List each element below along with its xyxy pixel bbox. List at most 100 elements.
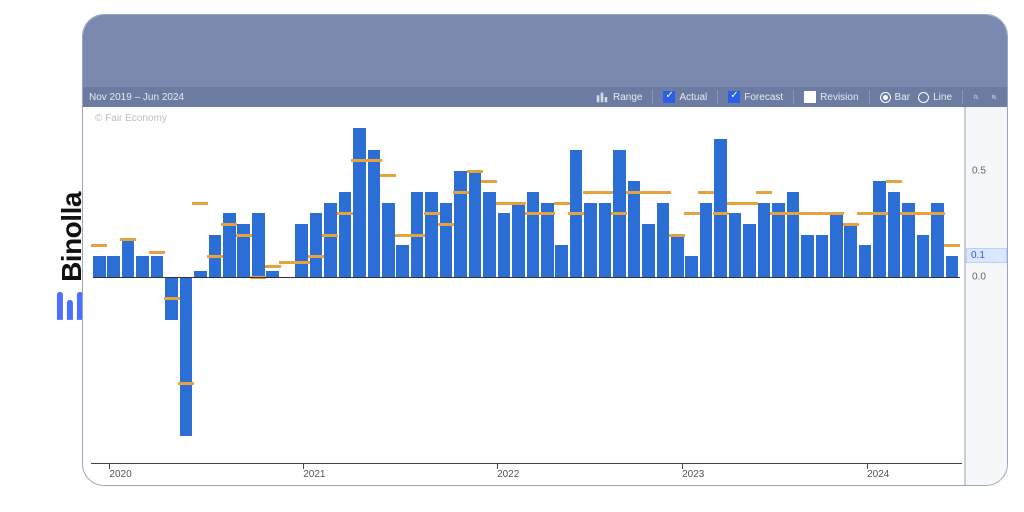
chart-toolbar: Nov 2019 – Jun 2024 Range Actual Forecas… (83, 87, 1007, 107)
bar (628, 181, 641, 277)
bar (368, 150, 381, 278)
view-bar-label: Bar (895, 92, 911, 103)
forecast-marker (236, 234, 252, 237)
forecast-marker (192, 202, 208, 205)
bar (512, 203, 525, 277)
bar (93, 256, 106, 277)
x-tick-label: 2021 (303, 469, 325, 480)
radio-icon (880, 92, 891, 103)
checkbox-icon (804, 91, 816, 103)
bar (180, 277, 193, 436)
forecast-marker (929, 212, 945, 215)
forecast-marker (221, 223, 237, 226)
range-icon (595, 90, 609, 104)
bar (642, 224, 655, 277)
bar (801, 235, 814, 278)
plot-area[interactable]: © Fair Economy 20202021202220232024 (83, 107, 965, 485)
x-tick-label: 2023 (682, 469, 704, 480)
bar (237, 224, 250, 277)
bar (122, 239, 135, 277)
bar (946, 256, 959, 277)
toggle-forecast[interactable]: Forecast (724, 91, 787, 103)
bar (787, 192, 800, 277)
forecast-marker (510, 202, 526, 205)
y-tick-label: 0.5 (972, 165, 986, 176)
forecast-marker (91, 244, 107, 247)
forecast-marker (380, 174, 396, 177)
x-axis-line (91, 463, 962, 464)
forecast-marker (669, 234, 685, 237)
forecast-marker (337, 212, 353, 215)
forecast-marker (944, 244, 960, 247)
bar (873, 181, 886, 277)
forecast-marker (481, 180, 497, 183)
view-bar[interactable]: Bar (876, 92, 915, 103)
bar (758, 203, 771, 277)
toggle-revision-label: Revision (820, 92, 858, 103)
panel-header (83, 15, 1007, 87)
bar (599, 203, 612, 277)
bar (743, 224, 756, 277)
zoom-reset-icon[interactable] (987, 90, 1001, 104)
forecast-marker (554, 202, 570, 205)
forecast-marker (843, 223, 859, 226)
bar (136, 256, 149, 277)
checkbox-icon (728, 91, 740, 103)
view-line[interactable]: Line (914, 92, 956, 103)
forecast-marker (611, 212, 627, 215)
bar (527, 192, 540, 277)
forecast-marker (294, 261, 310, 264)
bar (729, 213, 742, 277)
forecast-marker (684, 212, 700, 215)
bar (295, 224, 308, 277)
search-icon[interactable] (969, 90, 983, 104)
forecast-marker (207, 255, 223, 258)
x-tick-label: 2024 (867, 469, 889, 480)
forecast-marker (178, 382, 194, 385)
bar (844, 224, 857, 277)
bar (324, 203, 337, 277)
bar (685, 256, 698, 277)
radio-icon (918, 92, 929, 103)
forecast-marker (828, 212, 844, 215)
toggle-actual[interactable]: Actual (659, 91, 711, 103)
forecast-marker (120, 238, 136, 241)
bar (151, 256, 164, 277)
bar (657, 203, 670, 277)
forecast-marker (713, 212, 729, 215)
forecast-marker (886, 180, 902, 183)
bar (917, 235, 930, 278)
bar (816, 235, 829, 278)
bar (584, 203, 597, 277)
forecast-marker (265, 265, 281, 268)
bar (671, 235, 684, 278)
view-line-label: Line (933, 92, 952, 103)
bar (382, 203, 395, 277)
bar (454, 171, 467, 277)
bar (425, 192, 438, 277)
range-button[interactable]: Range (591, 90, 646, 104)
chart-panel: Nov 2019 – Jun 2024 Range Actual Forecas… (82, 14, 1008, 486)
bar (339, 192, 352, 277)
forecast-marker (872, 212, 888, 215)
forecast-marker (756, 191, 772, 194)
bar (353, 128, 366, 277)
forecast-marker (698, 191, 714, 194)
forecast-marker (308, 255, 324, 258)
forecast-marker (424, 212, 440, 215)
last-value-badge: 0.1 (966, 248, 1007, 263)
forecast-marker (597, 191, 613, 194)
forecast-marker (438, 223, 454, 226)
y-axis: 0.0 0.5 0.1 (965, 107, 1007, 485)
forecast-marker (164, 297, 180, 300)
y-tick-label: 0.0 (972, 272, 986, 283)
x-tick-label: 2022 (497, 469, 519, 480)
bar (252, 213, 265, 277)
bar (107, 256, 120, 277)
toggle-revision[interactable]: Revision (800, 91, 862, 103)
chart-area: © Fair Economy 20202021202220232024 0.00… (83, 107, 1007, 485)
bar (440, 203, 453, 277)
bar (859, 245, 872, 277)
forecast-marker (409, 234, 425, 237)
forecast-marker (453, 191, 469, 194)
